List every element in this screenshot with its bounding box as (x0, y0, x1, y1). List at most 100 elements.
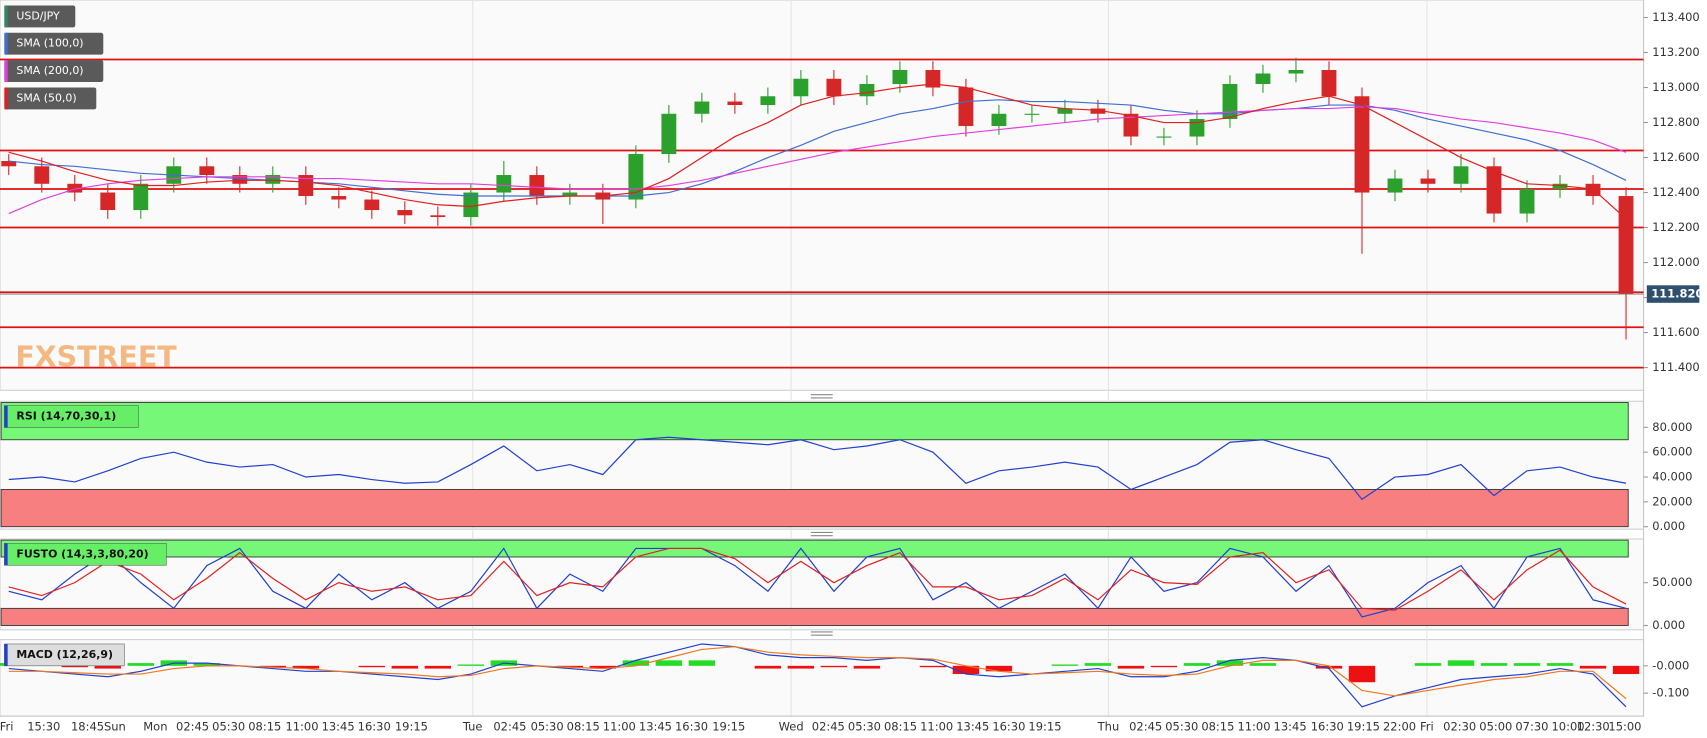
candle-body (463, 192, 479, 218)
histogram-bar (1579, 665, 1607, 669)
candle-body (133, 183, 149, 211)
candle-body (661, 113, 677, 155)
x-tick-label: 05:30 (531, 720, 564, 734)
legend-box (4, 32, 104, 55)
x-tick-label: 05:30 (1165, 720, 1198, 734)
candle-body (265, 175, 281, 184)
histogram-bar (1414, 663, 1442, 666)
x-tick-label: 10:00 (1551, 720, 1584, 734)
x-tick-label: 12:30 (1577, 720, 1610, 734)
x-tick-label: Tue (462, 720, 483, 734)
x-tick-label: 19:15 (1028, 720, 1061, 734)
histogram-bar (193, 663, 220, 666)
histogram-bar (1183, 663, 1211, 666)
candle-body (1486, 166, 1502, 214)
histogram-bar (457, 664, 485, 666)
x-tick-label: 19:15 (395, 720, 428, 734)
histogram-bar (853, 665, 881, 669)
x-tick-label: 19:15 (1347, 720, 1380, 734)
histogram-bar (94, 665, 121, 669)
x-tick-label: Thu (1097, 720, 1120, 734)
histogram-bar (1447, 660, 1475, 666)
legend-swatch (4, 32, 8, 55)
legend-swatch (4, 87, 8, 110)
candle-body (1618, 196, 1634, 295)
x-tick-label: 02:45 (493, 720, 526, 734)
x-tick-label: Mon (143, 720, 167, 734)
candle-body (1255, 73, 1271, 85)
histogram-bar (556, 665, 584, 668)
x-tick-label: 07:30 (1515, 720, 1548, 734)
histogram-bar (919, 665, 947, 668)
candle-body (100, 192, 116, 211)
macd-panel (0, 639, 1645, 717)
watermark: FXSTREET (15, 341, 177, 374)
candle-body (199, 166, 215, 176)
y-tick-label: 112.200 (1652, 220, 1699, 234)
histogram-bar (259, 665, 287, 668)
candle-body (760, 96, 776, 106)
candle-body (397, 210, 413, 216)
candle-body (694, 101, 710, 114)
histogram-bar (787, 665, 815, 669)
candle-body (1519, 189, 1535, 214)
x-tick-label: 02:45 (1129, 720, 1162, 734)
candle-body (1420, 178, 1436, 184)
histogram-bar (391, 665, 419, 669)
histogram-bar (1480, 663, 1508, 666)
legend-swatch (4, 5, 8, 28)
legend-label: SMA (50,0) (16, 91, 76, 104)
candle-body (892, 70, 908, 85)
y-tick-label: 20.000 (1652, 494, 1692, 508)
histogram-bar (1249, 663, 1277, 666)
candle-body (34, 166, 50, 184)
histogram-bar (1348, 665, 1376, 683)
y-tick-label: 113.000 (1652, 80, 1699, 94)
x-tick-label: 13:45 (956, 720, 989, 734)
series-line (8, 547, 1627, 618)
candle-body (1321, 70, 1337, 97)
candle-body (991, 113, 1007, 127)
y-tick-label: 80.000 (1652, 420, 1692, 434)
y-tick-label: 112.600 (1652, 150, 1699, 164)
candle-body (793, 78, 809, 97)
candle-body (958, 87, 974, 127)
histogram-bar (1513, 663, 1541, 666)
price-panel (0, 0, 1645, 391)
x-tick-label: 05:30 (212, 720, 245, 734)
y-tick-label: 0.000 (1652, 519, 1685, 533)
y-tick-label: 113.200 (1652, 45, 1699, 59)
candle-body (727, 101, 743, 106)
histogram-bar (127, 663, 154, 666)
candle-body (298, 175, 314, 197)
series-line (8, 83, 1627, 220)
x-tick-label: 19:15 (712, 720, 745, 734)
x-tick-label: 11:00 (920, 720, 953, 734)
y-tick-label: 111.400 (1652, 360, 1699, 374)
series-line (8, 643, 1627, 708)
x-tick-label: 11:00 (285, 720, 318, 734)
candle-body (1189, 119, 1205, 137)
legend-box (4, 87, 97, 110)
candle-body (1123, 113, 1139, 137)
candle-body (232, 175, 248, 184)
x-tick-label: 02:45 (812, 720, 845, 734)
x-tick-label: 15:30 (27, 720, 60, 734)
histogram-bar (292, 665, 320, 669)
x-tick-label: Fri (1420, 720, 1434, 734)
histogram-bar (655, 660, 683, 666)
histogram-bar (1612, 665, 1640, 675)
candle-body (826, 78, 842, 97)
x-tick-label: 16:30 (358, 720, 391, 734)
candle-body (1057, 108, 1073, 114)
y-tick-label: 112.400 (1652, 185, 1699, 199)
zone (0, 402, 1629, 441)
series-line (8, 547, 1627, 611)
x-tick-label: 02:45 (176, 720, 209, 734)
legend-label: SMA (200,0) (16, 64, 83, 77)
series-line (8, 436, 1627, 501)
candle-body (1453, 166, 1469, 184)
candle-body (496, 175, 512, 193)
candle-body (859, 84, 875, 97)
last-price-label: 111.820 (1651, 287, 1703, 301)
